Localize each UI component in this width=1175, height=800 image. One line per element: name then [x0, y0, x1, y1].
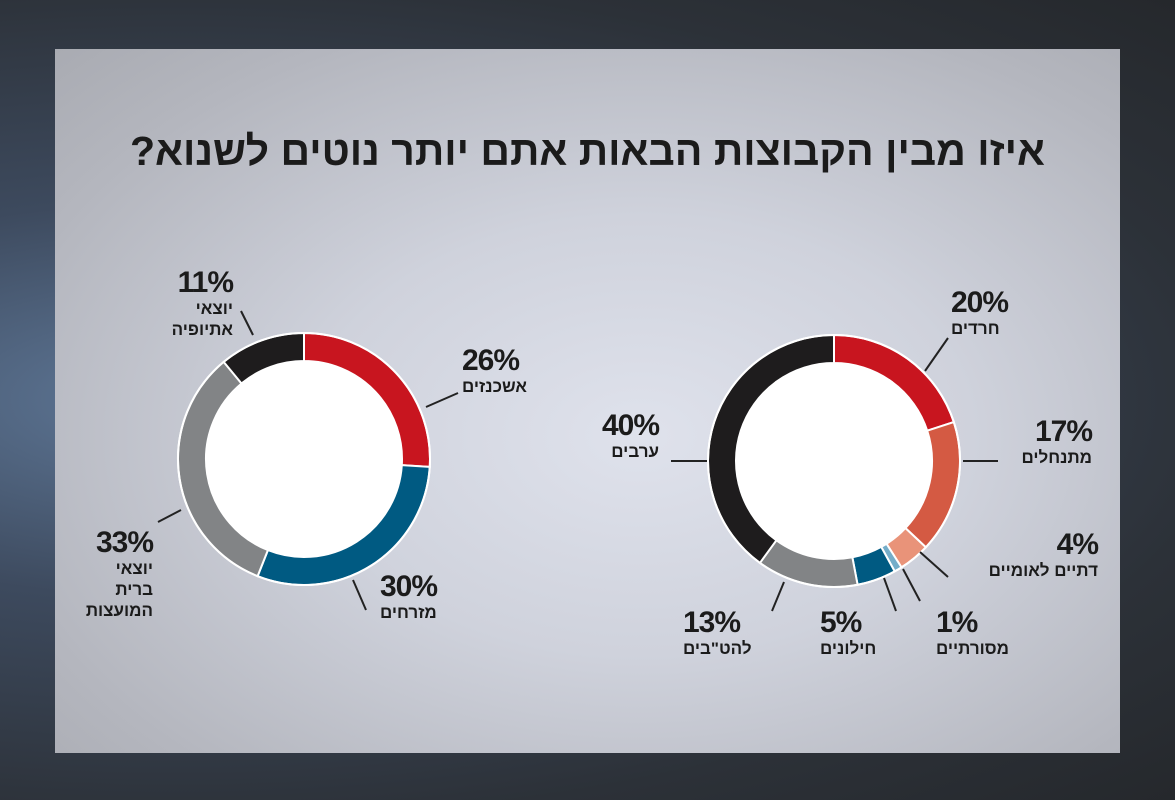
label-secular: 5% חילונים: [820, 608, 876, 659]
label-settlers: 17% מתנחלים: [1021, 415, 1093, 468]
donut-chart-right: [707, 333, 961, 588]
leader-line: [902, 568, 921, 602]
label-ashkenazim: 26% אשכנזים: [462, 346, 527, 397]
leader-line: [771, 581, 785, 612]
value-label: 4%: [1056, 528, 1099, 561]
label-arabs: 40% ערבים: [601, 409, 660, 462]
category-label: יוצאי אתיופיה: [171, 299, 233, 339]
label-religious-zionists: 4% דתיים לאומיים: [988, 528, 1099, 581]
donut-hole: [206, 361, 402, 557]
category-label: מתנחלים: [1021, 448, 1092, 467]
category-label: ערבים: [611, 442, 659, 461]
category-label: יוצאי ברית המועצות: [85, 559, 153, 620]
value-label: 17%: [1034, 415, 1093, 448]
label-mizrahim: 30% מזרחים: [380, 570, 438, 623]
value-label: 5%: [820, 606, 862, 639]
donut-outline: [707, 334, 961, 588]
label-traditional: 1% מסורתיים: [936, 608, 1009, 659]
donut-outline: [177, 332, 431, 586]
label-lgbt: 13% להט"בים: [683, 608, 752, 659]
leader-line: [919, 551, 949, 578]
value-label: 20%: [951, 286, 1009, 319]
value-label: 13%: [683, 606, 741, 639]
donut-hole: [736, 363, 932, 559]
leader-line: [924, 337, 949, 372]
category-label: חילונים: [820, 639, 877, 658]
category-label: להט"בים: [683, 639, 752, 658]
category-label: דתיים לאומיים: [988, 561, 1098, 580]
category-label: חרדים: [951, 319, 1000, 338]
value-label: 11%: [177, 266, 234, 299]
leader-line: [352, 579, 367, 611]
leader-line: [883, 577, 897, 612]
value-label: 1%: [936, 606, 978, 639]
leader-line: [425, 392, 459, 408]
leader-line: [157, 509, 182, 523]
value-label: 33%: [95, 526, 154, 559]
category-label: אשכנזים: [462, 377, 527, 396]
value-label: 40%: [601, 409, 660, 442]
leader-line: [240, 310, 254, 336]
value-label: 26%: [462, 344, 520, 377]
label-ethiopia: 11% יוצאי אתיופיה: [171, 266, 234, 340]
donut-chart-left: [177, 331, 431, 586]
chart-title: איזו מבין הקבוצות הבאות אתם יותר נוטים ל…: [130, 128, 1045, 174]
value-label: 30%: [380, 570, 438, 603]
leader-lines: [157, 310, 998, 612]
label-fsu: 33% יוצאי ברית המועצות: [85, 526, 154, 621]
category-label: מסורתיים: [936, 639, 1009, 658]
category-label: מזרחים: [380, 603, 437, 622]
label-haredim: 20% חרדים: [951, 286, 1009, 339]
